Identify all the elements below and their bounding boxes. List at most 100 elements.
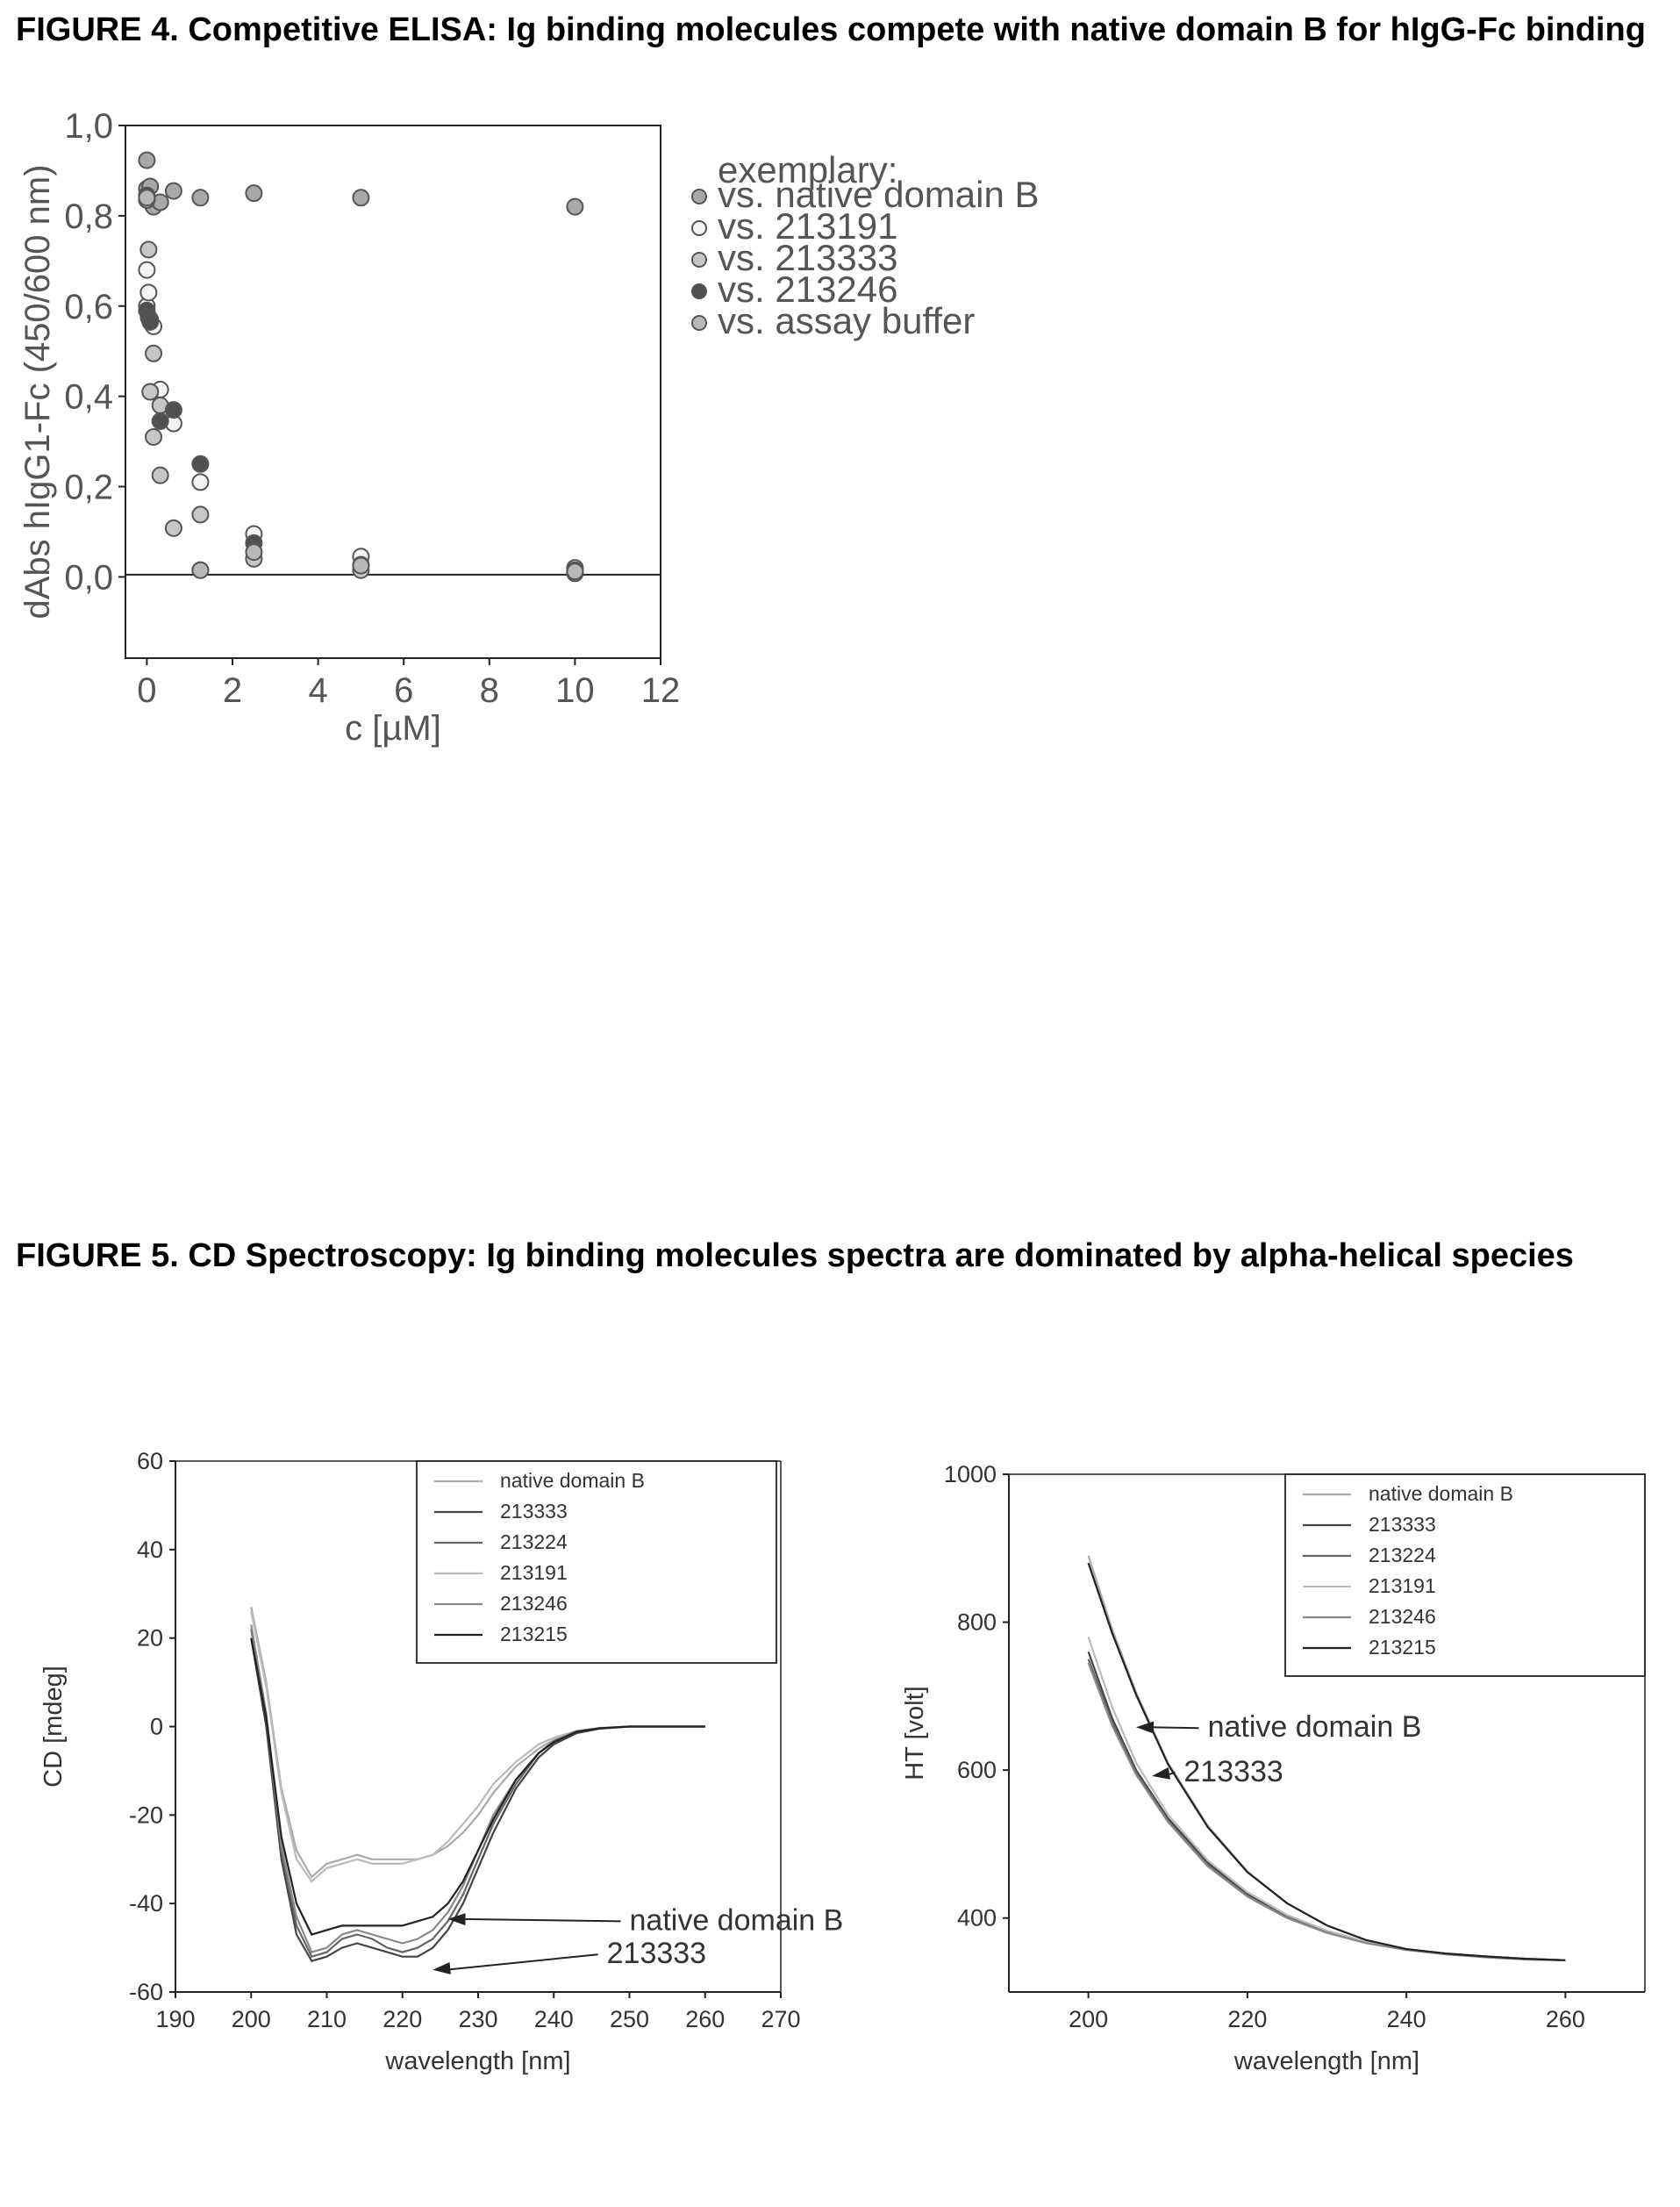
legend-label: 213333 (500, 1500, 568, 1523)
y-tick-label: 0,8 (64, 197, 113, 236)
y-tick-label: 60 (137, 1448, 163, 1474)
y-tick-label: 0,4 (64, 378, 113, 417)
annotation-arrow-line (1147, 1726, 1199, 1730)
y-tick-label: 0,0 (64, 558, 113, 597)
x-tick-label: 220 (1227, 2006, 1267, 2032)
legend-label: 213215 (500, 1623, 568, 1645)
data-point (139, 240, 158, 259)
x-tick-label: 0 (137, 671, 156, 710)
annotation-label: native domain B (630, 1903, 844, 1937)
legend-header: exemplary: (718, 149, 897, 190)
annotation-label: 213333 (607, 1937, 706, 1970)
y-tick-label: 0,2 (64, 469, 113, 507)
series-line (250, 1637, 705, 1962)
data-point (191, 189, 210, 207)
x-axis-label: wavelength [nm] (384, 2047, 570, 2075)
y-tick-label: 1000 (944, 1461, 997, 1487)
legend-label: 213191 (1369, 1574, 1436, 1597)
y-axis-label: CD [mdeg] (39, 1666, 68, 1788)
legend-marker (691, 220, 707, 236)
data-point (145, 427, 163, 446)
data-point (138, 261, 156, 279)
legend-label: 213246 (500, 1592, 568, 1615)
legend-label: 213191 (500, 1561, 568, 1584)
data-point (164, 519, 182, 537)
annotation-arrow-head (1152, 1766, 1170, 1780)
annotation-arrow-line (445, 1953, 598, 1971)
legend-marker (691, 189, 707, 204)
series-line (1087, 1662, 1566, 1961)
y-tick-label: -60 (129, 1979, 163, 2005)
legend-label: native domain B (1369, 1482, 1513, 1505)
data-point (191, 505, 210, 524)
x-tick-label: 220 (382, 2006, 422, 2032)
legend-marker (691, 283, 707, 299)
legend-label: vs. 213246 (718, 269, 898, 310)
x-tick-label: 190 (155, 2006, 195, 2032)
legend-label: 213215 (1369, 1636, 1436, 1659)
legend-label: vs. assay buffer (718, 300, 975, 341)
y-tick-label: 0,6 (64, 288, 113, 326)
legend-label: native domain B (500, 1469, 645, 1492)
legend-box (416, 1460, 777, 1664)
data-point (352, 556, 370, 575)
x-tick-label: 8 (480, 671, 499, 710)
x-tick-label: 260 (685, 2006, 725, 2032)
data-point (141, 383, 160, 401)
annotation-arrow-line (460, 1917, 621, 1923)
data-point (164, 182, 182, 200)
data-point (138, 189, 156, 207)
data-point (145, 344, 163, 362)
legend-label: vs. 213191 (718, 205, 898, 247)
data-point (352, 189, 370, 207)
data-point (191, 473, 210, 491)
x-axis-label: wavelength [nm] (1233, 2047, 1419, 2075)
data-point (164, 401, 182, 419)
y-tick-label: 40 (137, 1537, 163, 1563)
plot-frame (125, 125, 661, 659)
data-point (139, 283, 158, 302)
data-point (141, 312, 160, 331)
x-tick-label: 4 (308, 671, 327, 710)
data-point (191, 561, 210, 579)
data-point (566, 197, 584, 216)
x-tick-label: 6 (394, 671, 413, 710)
legend-box (1284, 1473, 1646, 1677)
elisa-scatter-chart: 0,0 0,2 0,4 0,6 0,8 1,0 0 2 4 6 8 10 12 c [µM] dAbs hI… (18, 107, 1040, 748)
x-tick-label: 200 (1069, 2006, 1108, 2032)
annotation-label: 213333 (1183, 1755, 1283, 1788)
data-point (138, 151, 156, 169)
y-axis-label: HT [volt] (901, 1686, 929, 1780)
series-line (1087, 1637, 1566, 1961)
figure-5-title: FIGURE 5. CD Spectroscopy: Ig binding mo… (16, 1237, 1574, 1274)
y-tick-label: 400 (957, 1905, 997, 1931)
x-tick-label: 210 (307, 2006, 347, 2032)
x-tick-label: 260 (1546, 2006, 1585, 2032)
x-tick-label: 230 (458, 2006, 497, 2032)
data-point (151, 466, 169, 484)
y-tick-label: 1,0 (64, 107, 113, 146)
y-tick-label: 800 (957, 1609, 997, 1636)
legend-marker (691, 252, 707, 268)
x-tick-label: 10 (555, 671, 595, 710)
y-tick-label: 20 (137, 1625, 163, 1652)
x-tick-label: 240 (1387, 2006, 1426, 2032)
x-tick-label: 250 (610, 2006, 649, 2032)
y-tick-label: 600 (957, 1757, 997, 1783)
data-point (191, 455, 210, 473)
series-line (1087, 1651, 1566, 1961)
data-point (245, 543, 263, 562)
x-tick-label: 200 (232, 2006, 271, 2032)
legend-label: 213333 (1369, 1513, 1436, 1536)
annotation-label: native domain B (1208, 1710, 1422, 1744)
data-point (151, 412, 169, 430)
y-tick-label: -20 (129, 1802, 163, 1828)
legend-label: 213224 (500, 1530, 568, 1553)
x-tick-label: 270 (761, 2006, 800, 2032)
y-axis-label: dAbs hIgG1-Fc (450/600 nm) (18, 164, 57, 619)
series-line (1087, 1562, 1566, 1961)
legend-marker (691, 315, 707, 331)
figure-4-title: FIGURE 4. Competitive ELISA: Ig binding … (16, 11, 1646, 48)
